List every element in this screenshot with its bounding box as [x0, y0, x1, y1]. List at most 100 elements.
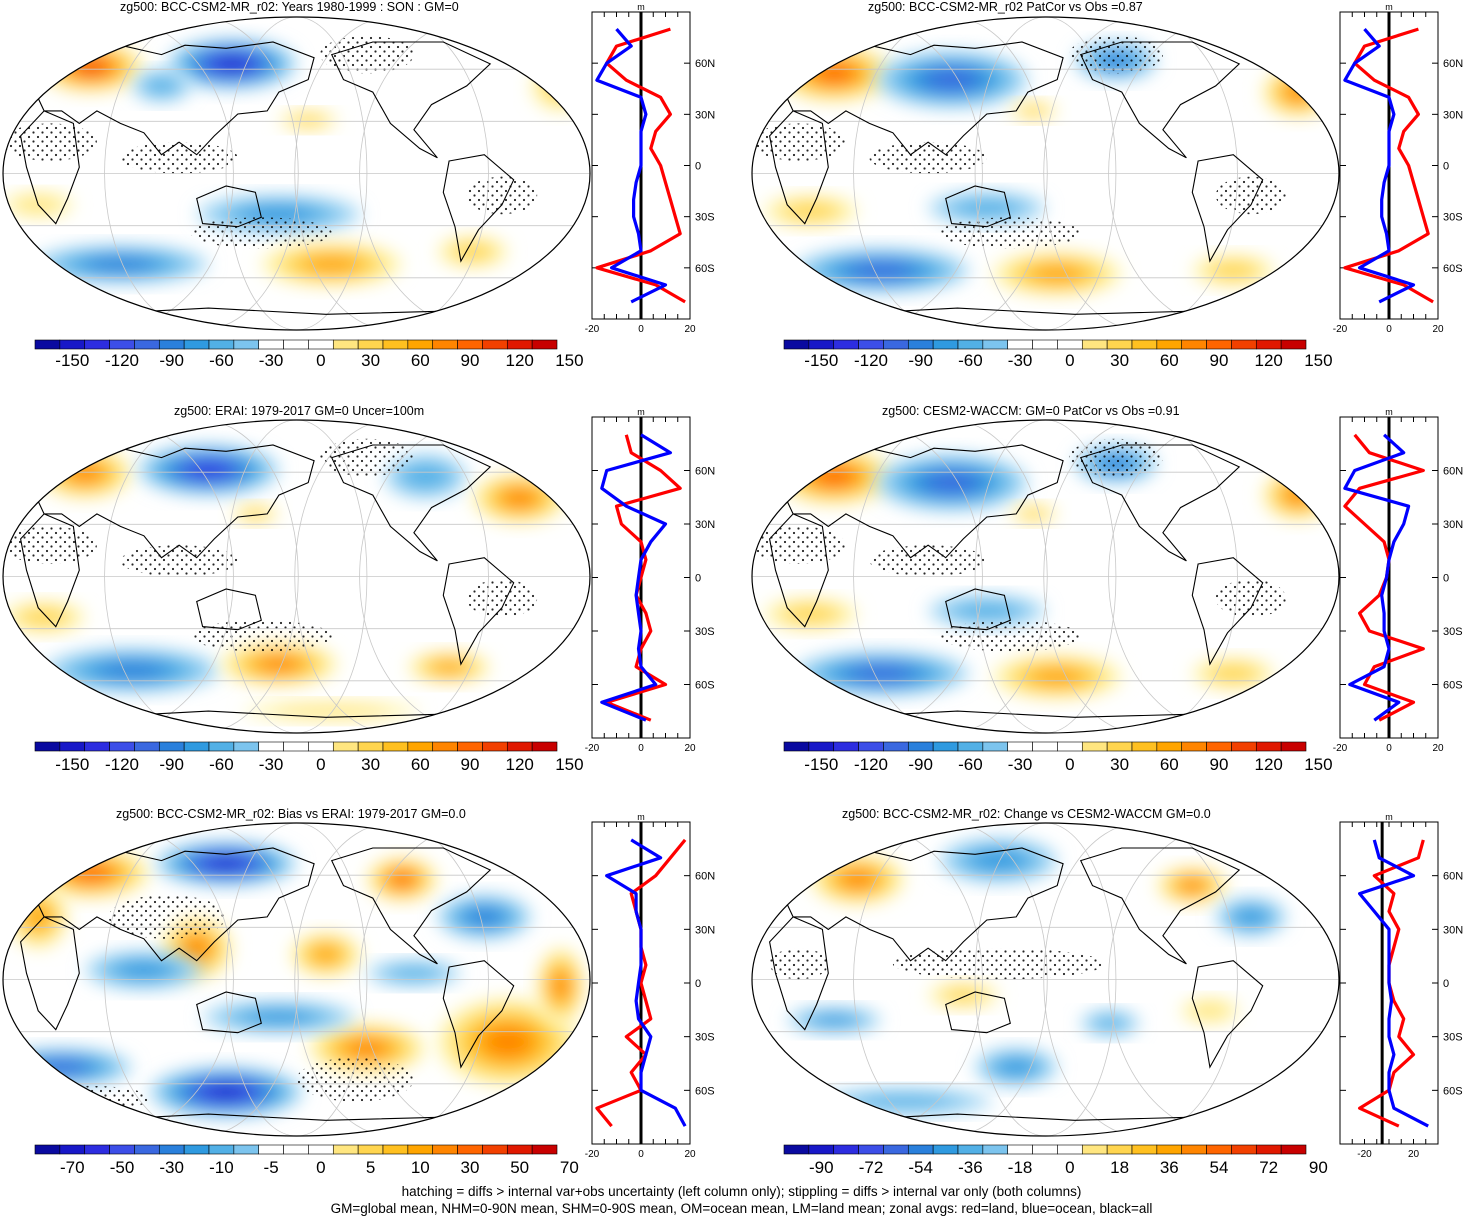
- longitude-line: [853, 17, 1048, 330]
- anomaly-contour: [538, 66, 584, 105]
- colorbar-box: [382, 339, 409, 350]
- colorbar-box: [783, 1144, 810, 1155]
- colorbar-box: [858, 1144, 884, 1155]
- coastline: [1191, 960, 1264, 1069]
- zonal-ocean-line: [595, 28, 668, 304]
- colorbar-box: [808, 339, 835, 350]
- zonal-lat-tick-label: 60N: [695, 871, 715, 883]
- colorbar-box: [407, 741, 434, 752]
- zonal-lat-tick-label: 60S: [1443, 263, 1463, 275]
- coastline: [945, 185, 1011, 228]
- anomaly-contour: [313, 946, 339, 963]
- colorbar-tick-label: -120: [853, 351, 889, 370]
- anomaly-region: [1215, 898, 1287, 936]
- panel-1-title: zg500: BCC-CSM2-MR_r02: Years 1980-1999 …: [120, 0, 459, 14]
- colorbar-box: [1181, 741, 1207, 752]
- colorbar-box: [1057, 339, 1083, 350]
- anomaly-region: [1157, 866, 1228, 905]
- colorbar-box: [1206, 741, 1232, 752]
- anomaly-region: [928, 595, 1046, 627]
- colorbar-tick-label: -30: [258, 351, 284, 370]
- anomaly-contour: [467, 909, 502, 925]
- zonal-x-tick-label: -20: [585, 743, 600, 754]
- longitude-line: [104, 17, 299, 330]
- zonal-ocean-line: [1343, 28, 1416, 304]
- stipple-region: [466, 176, 538, 215]
- colorbar-box: [531, 339, 558, 350]
- stipple-region: [190, 620, 332, 652]
- colorbar-box: [1156, 741, 1183, 752]
- zonal-lat-tick-label: 0: [1443, 573, 1449, 585]
- anomaly-contour: [349, 1040, 385, 1057]
- coastline: [330, 444, 492, 562]
- colorbar-tick-label: 36: [1159, 1158, 1179, 1177]
- map-2: [752, 17, 1339, 330]
- longitude-line: [294, 420, 489, 733]
- longitude-line: [294, 823, 489, 1136]
- longitude-line: [359, 17, 590, 330]
- zonal-unit-label: m: [1385, 407, 1393, 417]
- anomaly-region: [408, 651, 491, 683]
- colorbar-box: [1081, 741, 1108, 752]
- zonal-lat-tick-label: 30S: [1443, 626, 1463, 638]
- colorbar-box: [1032, 1144, 1058, 1155]
- colorbar-box: [957, 1144, 984, 1155]
- colorbar-tick-label: 150: [1304, 755, 1333, 774]
- colorbar-box: [432, 1144, 458, 1155]
- longitude-line: [225, 823, 368, 1136]
- anomaly-contour: [209, 1086, 243, 1098]
- colorbar-tick-label: 0: [1065, 1158, 1075, 1177]
- colorbar-box: [134, 339, 160, 350]
- colorbar-box: [1206, 339, 1232, 350]
- zonal-lat-tick-label: 30S: [1443, 1032, 1463, 1044]
- colorbar-tick-label: 120: [505, 755, 534, 774]
- colorbar-box: [1057, 1144, 1083, 1155]
- colorbar-tick-label: 60: [410, 351, 430, 370]
- colorbar-box: [1280, 741, 1307, 752]
- colorbar-box: [183, 741, 210, 752]
- colorbar-box: [432, 741, 458, 752]
- coastlines: [769, 444, 1264, 718]
- colorbar-tick-label: 30: [1110, 755, 1130, 774]
- anomaly-region: [3, 601, 86, 633]
- zonal-x-tick-label: 0: [638, 1149, 644, 1160]
- colorbar-tick-label: -120: [104, 351, 140, 370]
- anomaly-region: [875, 51, 1028, 108]
- stipple-region: [1215, 176, 1287, 215]
- zonal-unit-label: m: [1385, 812, 1393, 822]
- colorbar-box: [283, 741, 309, 752]
- map-5: [3, 823, 590, 1136]
- zonal-x-tick-label: 20: [1432, 324, 1444, 335]
- colorbar-tick-label: 0: [316, 755, 326, 774]
- coastline: [20, 513, 80, 628]
- longitude-line: [1043, 17, 1238, 330]
- anomaly-contour: [389, 966, 439, 980]
- colorbar-tick-label: 10: [410, 1158, 430, 1177]
- colorbar-tick-label: 0: [316, 351, 326, 370]
- footer-line-1: hatching = diffs > internal var+obs unce…: [401, 1184, 1082, 1199]
- colorbar-tick-label: 150: [555, 755, 584, 774]
- map-3: [3, 420, 590, 733]
- longitude-line: [1108, 823, 1339, 1136]
- colorbar-box: [783, 741, 810, 752]
- anomaly-region: [1010, 101, 1058, 121]
- zonal-unit-label: m: [637, 812, 645, 822]
- colorbar-box: [1007, 1144, 1033, 1155]
- colorbar-box: [506, 741, 533, 752]
- colorbar-box: [357, 741, 384, 752]
- zonal-ocean-line: [1358, 839, 1429, 1128]
- stipple-region: [190, 217, 332, 249]
- anomaly-region: [939, 838, 1058, 883]
- colorbar-tick-label: -60: [209, 755, 234, 774]
- longitude-line: [3, 17, 234, 330]
- colorbar-tick-label: 90: [1209, 755, 1229, 774]
- colorbar-box: [1181, 339, 1207, 350]
- colorbar-box: [907, 339, 934, 350]
- zonal-x-tick-label: -20: [585, 1149, 600, 1160]
- map-4: [752, 420, 1339, 733]
- colorbar-box: [1106, 339, 1133, 350]
- colorbar-box: [808, 741, 835, 752]
- colorbar-box: [407, 1144, 434, 1155]
- colorbar-tick-label: -90: [159, 755, 184, 774]
